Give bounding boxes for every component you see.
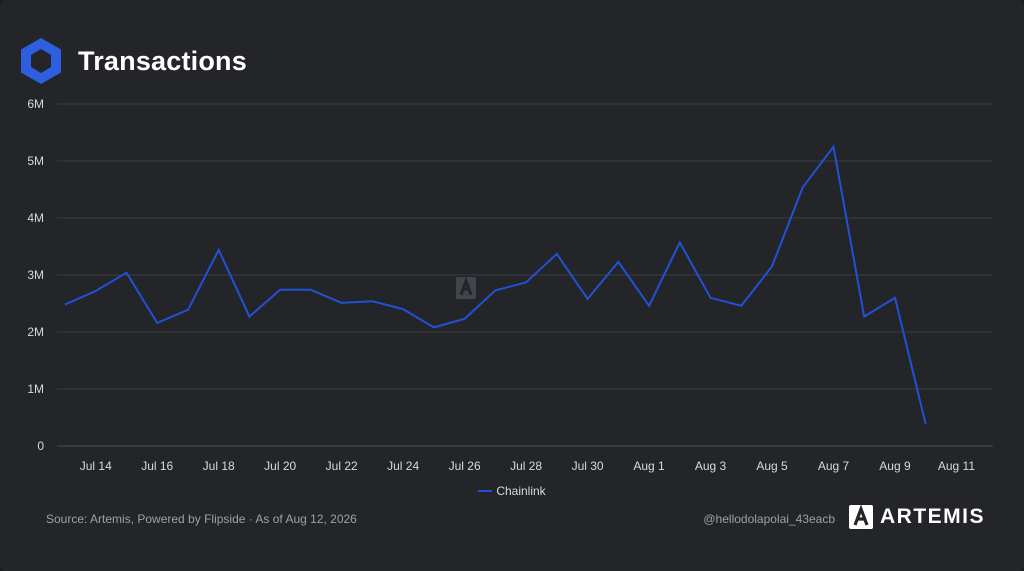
artemis-watermark-icon (456, 276, 476, 299)
y-axis-ticks: 0 1M 2M 3M 4M 5M 6M (27, 97, 44, 453)
x-tick-label: Aug 7 (818, 459, 850, 473)
x-tick-label: Aug 11 (938, 459, 975, 473)
x-tick-label: Aug 3 (695, 459, 727, 473)
y-tick-label: 2M (27, 325, 44, 339)
x-tick-label: Jul 30 (572, 459, 604, 473)
brand-name: ARTEMIS (880, 505, 985, 528)
x-tick-label: Jul 24 (387, 459, 419, 473)
source-note: Source: Artemis, Powered by Flipside · A… (46, 512, 357, 526)
x-tick-label: Jul 22 (326, 459, 358, 473)
x-tick-label: Jul 28 (510, 459, 542, 473)
x-tick-label: Jul 14 (80, 459, 112, 473)
x-tick-label: Jul 18 (203, 459, 235, 473)
legend-label: Chainlink (496, 484, 546, 498)
legend-swatch (478, 490, 493, 492)
y-tick-label: 6M (27, 97, 44, 111)
series-layer (64, 144, 927, 425)
y-tick-label: 3M (27, 268, 44, 282)
chart-title: Transactions (78, 45, 247, 76)
legend[interactable]: Chainlink (0, 484, 1024, 498)
y-tick-label: 5M (27, 154, 44, 168)
series-line-chainlink (64, 144, 927, 425)
y-tick-label: 1M (27, 382, 44, 396)
y-tick-label: 4M (27, 211, 44, 225)
x-axis-ticks: Jul 14 Jul 16 Jul 18 Jul 20 Jul 22 Jul 24 Jul … (80, 459, 976, 473)
brand: ARTEMIS (849, 505, 985, 529)
chart-header: Transactions (18, 36, 247, 86)
author-handle: @hellodolapolai_43eacb (703, 512, 835, 526)
y-tick-label: 0 (37, 439, 44, 453)
artemis-logo-icon (849, 505, 873, 529)
chainlink-hexagon-icon (21, 38, 61, 84)
x-tick-label: Aug 5 (756, 459, 788, 473)
x-tick-label: Aug 1 (633, 459, 665, 473)
gridlines (57, 103, 993, 447)
x-tick-label: Jul 26 (449, 459, 481, 473)
x-tick-label: Jul 16 (141, 459, 173, 473)
x-tick-label: Aug 9 (879, 459, 911, 473)
x-tick-label: Jul 20 (264, 459, 296, 473)
